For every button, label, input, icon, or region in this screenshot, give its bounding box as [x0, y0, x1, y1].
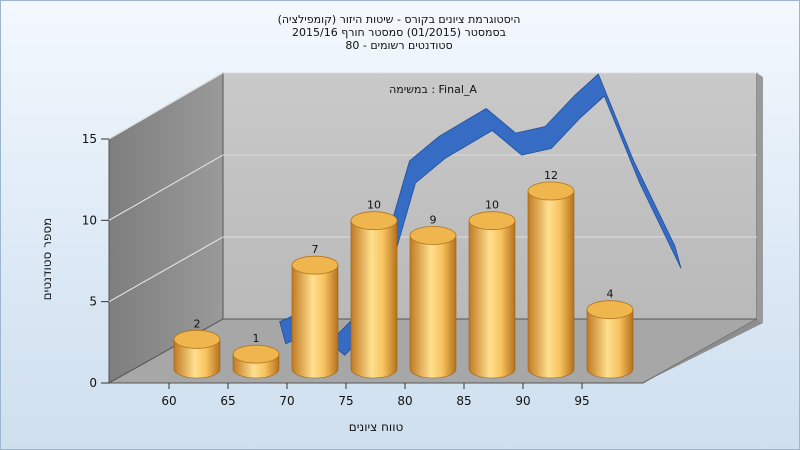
x-tick-label: 65: [220, 394, 235, 408]
title-line-1: היסטוגרמת ציונים בקורס - שיטות היזור (קו…: [278, 13, 521, 26]
bar-body: [291, 264, 339, 379]
bar-body: [468, 220, 516, 379]
bar-value-label: 10: [367, 199, 381, 212]
x-axis-title: טווח ציונים: [349, 420, 404, 434]
bar-cap: [350, 211, 398, 231]
gridline-side-15: [108, 72, 224, 140]
bars: [173, 181, 634, 379]
title-line-3: סטודנטים רשומים - 80: [345, 39, 452, 52]
bar-body: [409, 235, 457, 379]
bar-75: [350, 211, 398, 379]
bar-85: [468, 211, 516, 379]
x-tick-label: 85: [456, 394, 471, 408]
bar-cap: [173, 329, 221, 349]
bar-80: [409, 226, 457, 379]
bar-value-label: 12: [544, 169, 558, 182]
bar-95: [586, 300, 634, 379]
bar-value-label: 9: [430, 214, 437, 227]
title-line-2: בסמסטר (01/2015) סמסטר חורף 2015/16: [292, 26, 506, 39]
data-labels: 2 1 7 10 9 10 12 4: [194, 169, 614, 345]
bar-value-label: 2: [194, 317, 201, 330]
bar-body: [586, 309, 634, 379]
right-edge: [757, 73, 763, 323]
bar-value-label: 4: [607, 288, 614, 301]
y-axis-ticks: 0 5 10 15: [82, 132, 109, 390]
x-axis-ticks: 60 65 70 75 80 85 90 95: [161, 383, 590, 408]
y-tick-label: 15: [82, 132, 97, 146]
bar-value-label: 7: [312, 243, 319, 256]
bar-cap: [291, 255, 339, 275]
x-tick-label: 80: [397, 394, 412, 408]
x-tick-label: 75: [338, 394, 353, 408]
bar-body: [527, 190, 575, 379]
gridline-side-5: [108, 236, 224, 303]
y-axis-title: מספר סטודנטים: [40, 218, 54, 301]
plot-label: Final_A : במשימה: [389, 83, 477, 96]
bar-70: [291, 255, 339, 379]
bar-body: [350, 220, 398, 379]
bar-65: [232, 344, 280, 379]
bar-cap: [232, 344, 280, 364]
bar-value-label: 10: [485, 199, 499, 212]
bar-90: [527, 181, 575, 379]
x-tick-label: 90: [515, 394, 530, 408]
bar-cap: [468, 211, 516, 231]
gridline-side-10: [108, 154, 224, 221]
x-tick-label: 70: [279, 394, 294, 408]
bar-cap: [527, 181, 575, 201]
y-tick-label: 0: [89, 376, 97, 390]
y-tick-label: 5: [89, 295, 97, 309]
bar-cap: [586, 300, 634, 320]
bar-value-label: 1: [253, 332, 260, 345]
x-tick-label: 95: [574, 394, 589, 408]
bar-60: [173, 329, 221, 379]
y-tick-label: 10: [82, 213, 97, 227]
bar-body: [173, 339, 221, 379]
bar-cap: [409, 226, 457, 245]
x-tick-label: 60: [161, 394, 176, 408]
